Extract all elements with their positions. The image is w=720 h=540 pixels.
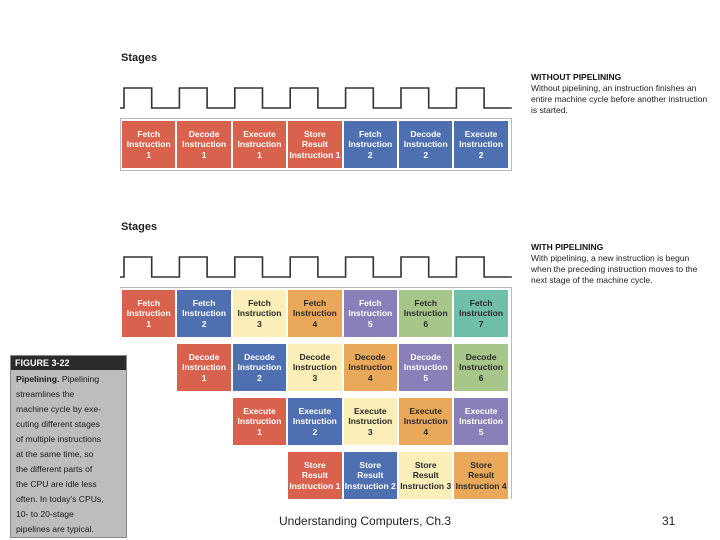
clock-signal-top <box>120 87 512 109</box>
note-body-without: Without pipelining, an instruction finis… <box>531 83 708 115</box>
stage-cell-top: Decode Instruction 2 <box>399 121 453 168</box>
stage-cell-top: Execute Instruction 1 <box>232 121 287 168</box>
divider-bottom-1 <box>120 287 512 288</box>
stages-label-bottom: Stages <box>121 221 158 233</box>
figure-caption-line: streamlines the <box>16 389 75 399</box>
frame-right-bottom <box>511 287 512 499</box>
divider-top-1 <box>120 118 512 119</box>
figure-caption-line: pipelines are typical. <box>16 524 94 534</box>
stage-cell-top: Fetch Instruction 2 <box>343 121 397 168</box>
stage-cell-row-2: Decode Instruction 6 <box>454 344 508 391</box>
figure-caption-line: the CPU are idle less <box>16 479 97 489</box>
stage-cell-row-1: Fetch Instruction 6 <box>399 290 453 337</box>
note-with-pipelining: WITH PIPELINING With pipelining, a new i… <box>531 242 711 286</box>
note-without-pipelining: WITHOUT PIPELINING Without pipelining, a… <box>531 72 711 116</box>
stage-cell-row-3: Execute Instruction 5 <box>454 398 508 445</box>
figure-caption-line: the different parts of <box>16 464 93 474</box>
stage-cell-row-1: Fetch Instruction 5 <box>343 290 397 337</box>
stage-cell-row-4: Store Result Instruction 4 <box>454 452 508 499</box>
stage-cell-row-4: Store Result Instruction 2 <box>343 452 397 499</box>
stage-cell-row-1: Fetch Instruction 7 <box>454 290 508 337</box>
stage-cell-row-2: Decode Instruction 4 <box>343 344 397 391</box>
stage-cell-top: Fetch Instruction 1 <box>122 121 176 168</box>
stage-cell-row-3: Execute Instruction 2 <box>288 398 342 445</box>
stage-cell-row-1: Fetch Instruction 2 <box>177 290 231 337</box>
stage-cell-row-1: Fetch Instruction 1 <box>122 290 176 337</box>
figure-title: Pipelining. <box>16 374 60 384</box>
stage-cell-row-1: Fetch Instruction 3 <box>232 290 287 337</box>
figure-caption-line: at the same time, so <box>16 449 94 459</box>
stage-cell-row-1: Fetch Instruction 4 <box>288 290 342 337</box>
figure-caption-line: Pipelining <box>61 374 100 384</box>
divider-top-2 <box>120 170 512 171</box>
frame-right-top <box>511 118 512 170</box>
clock-signal-bottom <box>120 256 512 278</box>
figure-caption-text: Pipelining. Pipelining streamlines the mac… <box>11 370 126 539</box>
stage-cell-row-2: Decode Instruction 5 <box>399 344 453 391</box>
frame-left-top <box>120 118 121 170</box>
figure-caption-line: of multiple instructions <box>16 434 102 444</box>
stage-cell-row-3: Execute Instruction 3 <box>343 398 397 445</box>
stage-cell-row-4: Store Result Instruction 1 <box>288 452 342 499</box>
stage-cell-row-2: Decode Instruction 3 <box>288 344 342 391</box>
stage-cell-row-4: Store Result Instruction 3 <box>399 452 453 499</box>
stage-cell-row-2: Decode Instruction 2 <box>232 344 287 391</box>
page-number: 31 <box>662 514 676 528</box>
stage-cell-top: Execute Instruction 2 <box>454 121 508 168</box>
stages-label-top: Stages <box>121 52 158 64</box>
note-body-with: With pipelining, a new instruction is be… <box>531 253 698 285</box>
figure-caption-line: machine cycle by exe- <box>16 404 102 414</box>
footer-caption: Understanding Computers, Ch.3 <box>279 514 452 528</box>
figure-caption-line: cuting different stages <box>16 419 100 429</box>
note-title-without: WITHOUT PIPELINING <box>531 72 622 82</box>
stage-cell-row-3: Execute Instruction 4 <box>399 398 453 445</box>
stage-cell-top: Store Result Instruction 1 <box>288 121 342 168</box>
stage-cell-row-3: Execute Instruction 1 <box>232 398 287 445</box>
figure-caption-box: FIGURE 3-22 Pipelining. Pipelining stream… <box>10 355 127 538</box>
figure-caption-line: often. In today's CPUs, <box>16 494 104 504</box>
figure-label: FIGURE 3-22 <box>11 356 126 370</box>
stage-cell-top: Decode Instruction 1 <box>177 121 231 168</box>
note-title-with: WITH PIPELINING <box>531 242 604 252</box>
figure-caption-line: 10- to 20-stage <box>16 509 74 519</box>
stage-cell-row-2: Decode Instruction 1 <box>177 344 231 391</box>
